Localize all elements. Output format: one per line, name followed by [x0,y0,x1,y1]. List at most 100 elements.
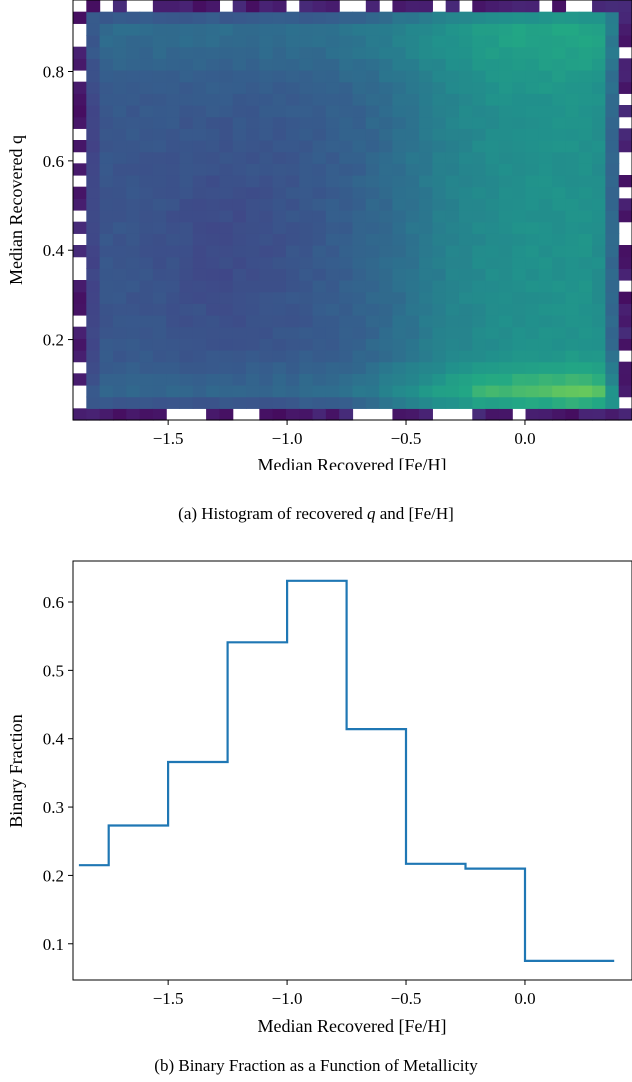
heatmap-cell [206,70,221,83]
heatmap-cell [312,151,327,164]
heatmap-cell [458,93,473,106]
heatmap-cell [152,291,167,304]
heatmap-cell [565,198,580,211]
heatmap-cell [325,128,340,141]
heatmap-cell [419,23,433,36]
heatmap-cell [512,210,527,223]
heatmap-cell [618,361,632,374]
heatmap-cell [285,11,300,24]
heatmap-cell [325,233,340,246]
heatmap-cell [139,151,154,164]
heatmap-cell [605,11,620,24]
heatmap-cell [512,105,527,118]
heatmap-cell [445,140,460,153]
heatmap-cell [498,163,513,176]
heatmap-cell [472,0,487,13]
heatmap-cell [166,373,181,386]
heatmap-cell [352,81,367,94]
heatmap-cell [312,315,327,328]
heatmap-cell [485,210,500,223]
heatmap-cell [405,23,420,36]
heatmap-cell [339,151,354,164]
heatmap-cell [538,23,553,36]
heatmap-cell [259,233,274,246]
heatmap-cell [605,233,620,246]
heatmap-cell [152,11,167,24]
heatmap-cell [525,175,540,188]
heatmap-cell [392,175,407,188]
heatmap-cell [312,268,327,281]
heatmap-cell [379,350,394,363]
heatmap-cell [325,291,340,304]
heatmap-cell [538,245,553,258]
heatmap-cell [139,93,154,106]
heatmap-cell [232,291,247,304]
heatmap-cell [139,280,154,293]
heatmap-cell [259,280,274,293]
heatmap-cell [246,291,260,304]
heatmap-cell [379,186,394,199]
heatmap-cell [365,35,380,48]
heatmap-cell [565,163,580,176]
heatmap-cell [365,163,380,176]
heatmap-cell [445,0,460,13]
heatmap-cell [312,385,327,398]
heatmap-cell [538,70,553,83]
heatmap-cell [472,11,487,24]
heatmap-cell [112,93,127,106]
heatmap-cell [206,128,221,141]
heatmap-cell [325,140,340,153]
heatmap-cell [432,105,447,118]
heatmap-cell [73,186,87,199]
heatmap-cell [458,256,473,269]
heatmap-cell [565,373,580,386]
heatmap-cell [99,210,114,223]
heatmap-cell [259,385,274,398]
heatmap-cell [285,315,300,328]
heatmap-cell [472,81,487,94]
heatmap-cell [552,233,567,246]
heatmap-cell [325,46,340,59]
heatmap-cell [365,46,380,59]
heatmap-cell [485,116,500,129]
heatmap-cell [285,280,300,293]
heatmap-cell [139,396,154,409]
heatmap-cell [259,70,274,83]
heatmap-cell [112,385,127,398]
heatmap-cell [339,105,354,118]
heatmap-cell [86,116,101,129]
heatmap-cell [618,23,632,36]
heatmap-cell [299,326,314,339]
heatmap-cell [458,23,473,36]
heatmap-cell [618,256,632,269]
heatmap-cell [578,373,593,386]
heatmap-cell [485,198,500,211]
heatmap-cell [192,350,207,363]
heatmap-cell [86,245,101,258]
binary-fraction-plot-frame [72,560,632,981]
heatmap-x-tick-label: −1.0 [272,429,303,448]
heatmap-cell [126,268,141,281]
heatmap-cell [445,396,460,409]
heatmap-cell [192,151,207,164]
heatmap-cell [472,23,487,36]
heatmap-cell [112,128,127,141]
heatmap-cell [432,210,447,223]
heatmap-cell [312,361,327,374]
heatmap-cell [246,373,260,386]
heatmap-cell [592,361,606,374]
heatmap-cell [232,46,247,59]
heatmap-cell [73,408,87,421]
heatmap-cell [565,116,580,129]
heatmap-cell [179,198,194,211]
heatmap-cell [392,280,407,293]
heatmap-cell [365,151,380,164]
heatmap-cell [73,58,87,71]
heatmap-cell [525,186,540,199]
heatmap-cell [232,268,247,281]
heatmap-cell [219,280,234,293]
heatmap-cell [432,198,447,211]
heatmap-cell [299,0,314,13]
heatmap-cell [405,396,420,409]
heatmap-cell [285,396,300,409]
